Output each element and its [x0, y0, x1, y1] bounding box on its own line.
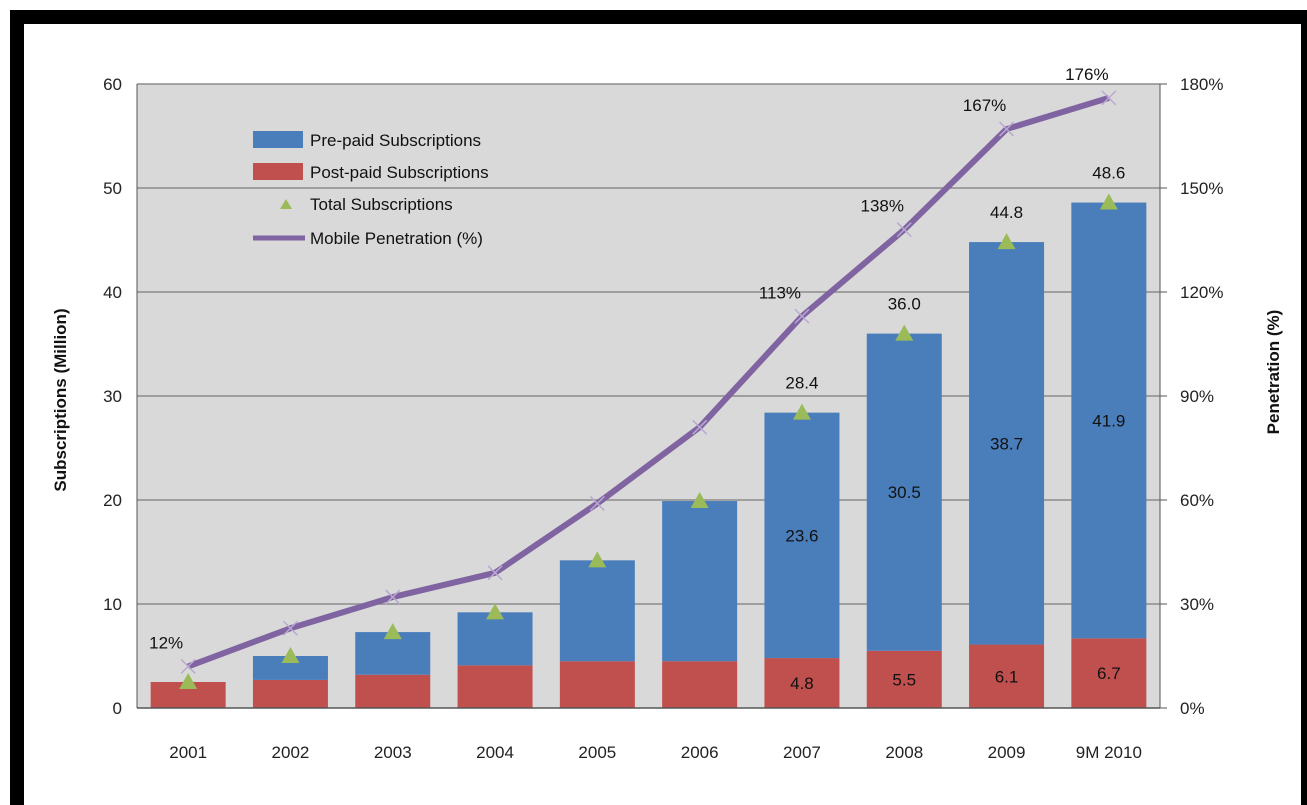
- data-labels: 23.6 4.8 28.4 30.5 5.5 36.0 38.7 6.1 44.8 41.9 6.7…: [149, 65, 1125, 693]
- bar-prepaid: [764, 412, 840, 659]
- x-tick-label: 2006: [681, 743, 719, 762]
- axes: 0 10 20 30 40 50 60 0% 30% 60% 90% 120% 150% 180% 2001…: [103, 75, 1223, 762]
- legend-swatch-postpaid: [253, 163, 303, 180]
- y-tick-label: 10: [103, 595, 122, 614]
- marker-total: [486, 603, 505, 620]
- legend: Pre-paid Subscriptions Post-paid Subscri…: [253, 131, 489, 248]
- label-prepaid: 23.6: [785, 526, 818, 545]
- total-marker-series: [179, 193, 1118, 689]
- marker-total: [1099, 193, 1118, 210]
- marker-total: [997, 233, 1016, 250]
- y2-tick-label: 120%: [1180, 283, 1223, 302]
- bar-postpaid: [355, 674, 431, 708]
- y-tick-label: 20: [103, 491, 122, 510]
- x-tick-label: 2003: [374, 743, 412, 762]
- label-penetration: 176%: [1065, 65, 1108, 84]
- x-tick-label: 2005: [578, 743, 616, 762]
- y-tick-label: 0: [113, 699, 122, 718]
- label-postpaid: 4.8: [790, 674, 814, 693]
- marker-total: [895, 324, 914, 341]
- label-total: 36.0: [888, 295, 921, 314]
- label-postpaid: 6.7: [1097, 664, 1121, 683]
- bar-postpaid: [662, 661, 738, 708]
- penetration-point: [692, 419, 708, 435]
- y-tick-label: 50: [103, 179, 122, 198]
- y-axis-title: Subscriptions (Million): [51, 308, 70, 491]
- penetration-point: [1101, 90, 1117, 106]
- bar-series: [150, 202, 1147, 708]
- bar-prepaid: [1071, 202, 1147, 639]
- penetration-point: [180, 658, 196, 674]
- legend-label-total: Total Subscriptions: [310, 195, 453, 214]
- penetration-point: [999, 121, 1015, 137]
- bar-prepaid: [252, 656, 328, 680]
- legend-swatch-prepaid: [253, 131, 303, 148]
- penetration-point: [794, 308, 810, 324]
- marker-total: [792, 403, 811, 420]
- legend-label-postpaid: Post-paid Subscriptions: [310, 163, 489, 182]
- label-total: 48.6: [1092, 164, 1125, 183]
- bar-postpaid: [252, 679, 328, 708]
- marker-total: [690, 492, 709, 509]
- marker-total: [588, 551, 607, 568]
- x-tick-label: 2008: [885, 743, 923, 762]
- marker-total: [179, 673, 198, 689]
- legend-marker-total: [280, 199, 292, 209]
- penetration-point: [589, 495, 605, 511]
- label-prepaid: 30.5: [888, 483, 921, 502]
- label-penetration: 113%: [759, 283, 801, 302]
- y2-tick-label: 30%: [1180, 595, 1214, 614]
- label-postpaid: 6.1: [995, 667, 1019, 686]
- x-tick-label: 2007: [783, 743, 821, 762]
- label-prepaid: 38.7: [990, 434, 1023, 453]
- x-tick-label: 2002: [272, 743, 310, 762]
- label-total: 44.8: [990, 203, 1023, 222]
- x-tick-label: 2004: [476, 743, 514, 762]
- x-tick-label: 2001: [169, 743, 207, 762]
- label-penetration: 12%: [149, 633, 183, 652]
- bar-postpaid: [866, 650, 942, 708]
- x-tick-label: 2009: [988, 743, 1026, 762]
- bar-postpaid: [969, 644, 1045, 708]
- bar-prepaid: [866, 333, 942, 651]
- legend-label-penetration: Mobile Penetration (%): [310, 229, 483, 248]
- y2-tick-label: 0%: [1180, 699, 1205, 718]
- penetration-point: [282, 620, 298, 636]
- penetration-point: [385, 589, 401, 605]
- bar-postpaid: [764, 658, 840, 708]
- y2-tick-label: 90%: [1180, 387, 1214, 406]
- y-tick-label: 40: [103, 283, 122, 302]
- marker-total: [383, 623, 402, 640]
- label-prepaid: 41.9: [1092, 411, 1125, 430]
- label-penetration: 138%: [861, 197, 904, 216]
- legend-label-prepaid: Pre-paid Subscriptions: [310, 131, 481, 150]
- bar-prepaid: [457, 612, 533, 666]
- y2-tick-label: 180%: [1180, 75, 1223, 94]
- x-tick-label: 9M 2010: [1076, 743, 1142, 762]
- y-tick-label: 30: [103, 387, 122, 406]
- label-penetration: 167%: [963, 96, 1006, 115]
- y2-tick-label: 150%: [1180, 179, 1223, 198]
- penetration-point: [896, 222, 912, 238]
- bar-postpaid: [1071, 638, 1147, 708]
- penetration-point: [487, 565, 503, 581]
- label-postpaid: 5.5: [892, 670, 916, 689]
- y2-tick-label: 60%: [1180, 491, 1214, 510]
- label-total: 28.4: [785, 374, 818, 393]
- penetration-line-series: [180, 90, 1117, 674]
- y2-axis-title: Penetration (%): [1264, 310, 1283, 435]
- bar-prepaid: [355, 632, 431, 675]
- bar-prepaid: [662, 501, 738, 662]
- bar-postpaid: [457, 665, 533, 708]
- y-tick-label: 60: [103, 75, 122, 94]
- bar-prepaid: [559, 560, 635, 662]
- bar-prepaid: [969, 242, 1045, 645]
- penetration-line: [187, 94, 1110, 670]
- bar-postpaid: [559, 661, 635, 708]
- marker-total: [281, 647, 300, 663]
